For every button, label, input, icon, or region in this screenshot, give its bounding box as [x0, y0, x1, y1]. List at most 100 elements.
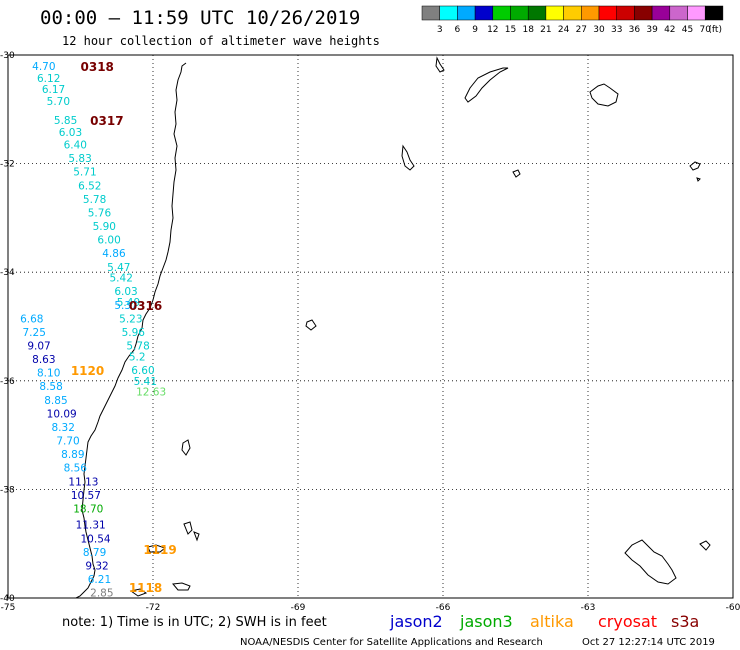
wave-height-value: 6.03	[114, 286, 137, 298]
satellite-jason3: jason3	[459, 612, 513, 631]
wave-height-value: 5.37	[114, 300, 137, 312]
wave-height-value: 5.23	[119, 313, 142, 325]
island-4	[401, 144, 415, 171]
color-swatch	[704, 5, 724, 21]
satellite-cryosat: cryosat	[598, 612, 657, 631]
wave-height-value: 8.58	[39, 381, 62, 393]
islands	[129, 56, 711, 597]
wave-height-value: 10.57	[71, 490, 101, 502]
color-swatch	[598, 5, 617, 21]
wave-height-value: 6.12	[37, 73, 60, 85]
lat-tick-label: -40	[0, 594, 15, 604]
color-swatch	[634, 5, 653, 21]
color-swatch	[457, 5, 476, 21]
island-7	[696, 177, 701, 182]
color-scale-label: 30	[593, 25, 605, 35]
chile-coastline	[75, 62, 187, 599]
footer-note: note: 1) Time is in UTC; 2) SWH is in fe…	[62, 615, 327, 630]
wave-height-value: 9.07	[27, 341, 50, 353]
axis-tick-labels: -30 -32 -34 -36 -38 -40-75 -72 -69 -66 -63 -60	[0, 51, 740, 613]
lon-tick-label: -69	[291, 603, 306, 613]
island-9	[181, 439, 191, 456]
lat-tick-label: -32	[0, 160, 15, 170]
map-border	[7, 54, 734, 599]
color-scale-label: 42	[664, 25, 675, 35]
color-scale-label: 3	[437, 25, 443, 35]
wave-height-layer: 4.706.126.175.705.856.036.405.835.716.52…	[20, 61, 166, 600]
wave-height-value: 18.70	[73, 503, 103, 515]
wave-height-value: 5.83	[68, 153, 91, 165]
footer-timestamp: Oct 27 12:27:14 UTC 2019	[582, 637, 715, 648]
color-swatch	[651, 5, 671, 21]
color-scale-legend: 3 6 9 12 15 18 21 24 27 30 33 36 39 42 45 70(ft)	[421, 5, 724, 35]
wave-height-value: 7.25	[23, 327, 46, 339]
wave-height-value: 6.03	[59, 127, 82, 139]
pass-time-label: 1120	[71, 364, 104, 378]
lat-tick-label: -38	[0, 485, 15, 495]
color-swatch	[527, 5, 547, 21]
lon-tick-label: -72	[146, 603, 161, 613]
wave-height-value: 4.70	[32, 61, 55, 73]
island-2	[464, 67, 509, 103]
lat-tick-label: -36	[0, 377, 15, 387]
island-14	[129, 588, 148, 597]
color-swatch	[545, 5, 564, 21]
wave-height-value: 6.00	[97, 235, 120, 247]
wave-height-value: 12.63	[136, 387, 166, 399]
island-12	[147, 544, 167, 553]
wave-height-value: 5.78	[126, 341, 149, 353]
color-swatch	[439, 5, 458, 21]
wave-height-value: 5.49	[117, 297, 140, 309]
island-16	[699, 540, 711, 551]
wave-height-value: 10.09	[47, 408, 77, 420]
color-scale-label: 9	[472, 25, 478, 35]
graticule	[8, 55, 733, 598]
color-scale-label: 18	[522, 25, 534, 35]
wave-height-value: 5.76	[88, 207, 112, 219]
satellite-s3a: s3a	[671, 612, 699, 631]
map-frame: -30 -32 -34 -36 -38 -40-75 -72 -69 -66 -63 -60	[0, 51, 740, 613]
satellite-legend: jason2 jason3 altika cryosat s3a	[389, 612, 699, 631]
wave-height-value: 8.63	[32, 354, 55, 366]
footer-credit: NOAA/NESDIS Center for Satellite Applica…	[240, 637, 543, 648]
color-scale-unit: (ft)	[708, 25, 722, 35]
wave-height-value: 6.52	[78, 180, 101, 192]
color-scale-label: 39	[646, 25, 658, 35]
time-label-layer: 0318 0317 0316 1120 1119 1118	[71, 60, 177, 595]
lon-tick-label: -66	[436, 603, 451, 613]
color-scale-label: 36	[629, 25, 641, 35]
wave-height-value: 8.56	[64, 463, 88, 475]
color-swatch	[421, 5, 440, 21]
island-13	[172, 582, 191, 591]
wave-height-value: 5.47	[107, 262, 130, 274]
color-scale-label: 12	[487, 25, 498, 35]
wave-height-value: 6.40	[64, 140, 87, 152]
wave-height-value: 5.96	[122, 327, 146, 339]
wave-height-value: 8.89	[61, 449, 84, 461]
island-15	[624, 539, 677, 585]
satellite-altika: altika	[530, 612, 574, 631]
color-swatch	[687, 5, 706, 21]
color-swatch	[616, 5, 635, 21]
wave-height-value: 6.17	[42, 84, 65, 96]
color-swatch	[510, 5, 529, 21]
island-8	[305, 319, 317, 331]
lat-tick-label: -30	[0, 51, 15, 61]
page-subtitle: 12 hour collection of altimeter wave hei…	[62, 34, 380, 48]
island-5	[512, 169, 521, 178]
wave-height-value: 7.70	[56, 436, 79, 448]
color-swatch	[563, 5, 582, 21]
color-scale-label: 24	[558, 25, 570, 35]
wave-height-value: 5.70	[47, 96, 70, 108]
wave-height-value: 8.32	[52, 422, 75, 434]
island-3	[589, 83, 619, 107]
color-scale-label: 6	[455, 25, 461, 35]
wave-height-value: 6.60	[131, 365, 154, 377]
wave-height-value: 5.90	[93, 221, 116, 233]
wave-height-value: 5.2	[129, 351, 146, 363]
wave-height-value: 4.86	[102, 248, 126, 260]
lat-tick-label: -34	[0, 268, 15, 278]
wave-height-value: 8.10	[37, 368, 60, 380]
color-scale-label: 21	[540, 25, 551, 35]
